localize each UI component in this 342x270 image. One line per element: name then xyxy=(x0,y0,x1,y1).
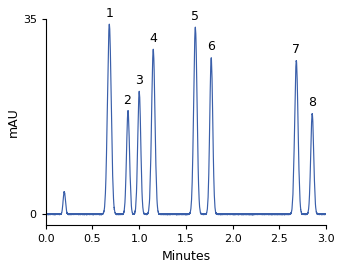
Text: 5: 5 xyxy=(191,10,199,23)
Text: 8: 8 xyxy=(308,96,316,109)
X-axis label: Minutes: Minutes xyxy=(161,250,211,263)
Text: 7: 7 xyxy=(292,43,300,56)
Text: 2: 2 xyxy=(123,93,131,106)
Text: 4: 4 xyxy=(149,32,157,45)
Text: 1: 1 xyxy=(105,7,113,20)
Text: 6: 6 xyxy=(207,40,215,53)
Text: 3: 3 xyxy=(135,74,143,87)
Y-axis label: mAU: mAU xyxy=(7,107,20,137)
